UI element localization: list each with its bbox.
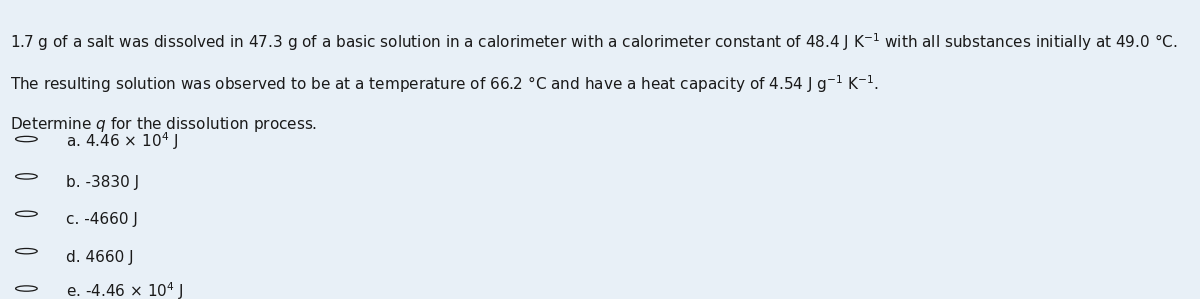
- Text: d. 4660 J: d. 4660 J: [66, 250, 133, 265]
- Text: Determine $q$ for the dissolution process.: Determine $q$ for the dissolution proces…: [10, 115, 317, 134]
- Text: e. -4.46 × 10$^{4}$ J: e. -4.46 × 10$^{4}$ J: [66, 280, 184, 299]
- Text: The resulting solution was observed to be at a temperature of 66.2 °C and have a: The resulting solution was observed to b…: [10, 73, 878, 95]
- Text: a. 4.46 × 10$^{4}$ J: a. 4.46 × 10$^{4}$ J: [66, 131, 178, 152]
- Text: b. -3830 J: b. -3830 J: [66, 175, 139, 190]
- Text: c. -4660 J: c. -4660 J: [66, 212, 138, 227]
- Text: 1.7 g of a salt was dissolved in 47.3 g of a basic solution in a calorimeter wit: 1.7 g of a salt was dissolved in 47.3 g …: [10, 31, 1177, 53]
